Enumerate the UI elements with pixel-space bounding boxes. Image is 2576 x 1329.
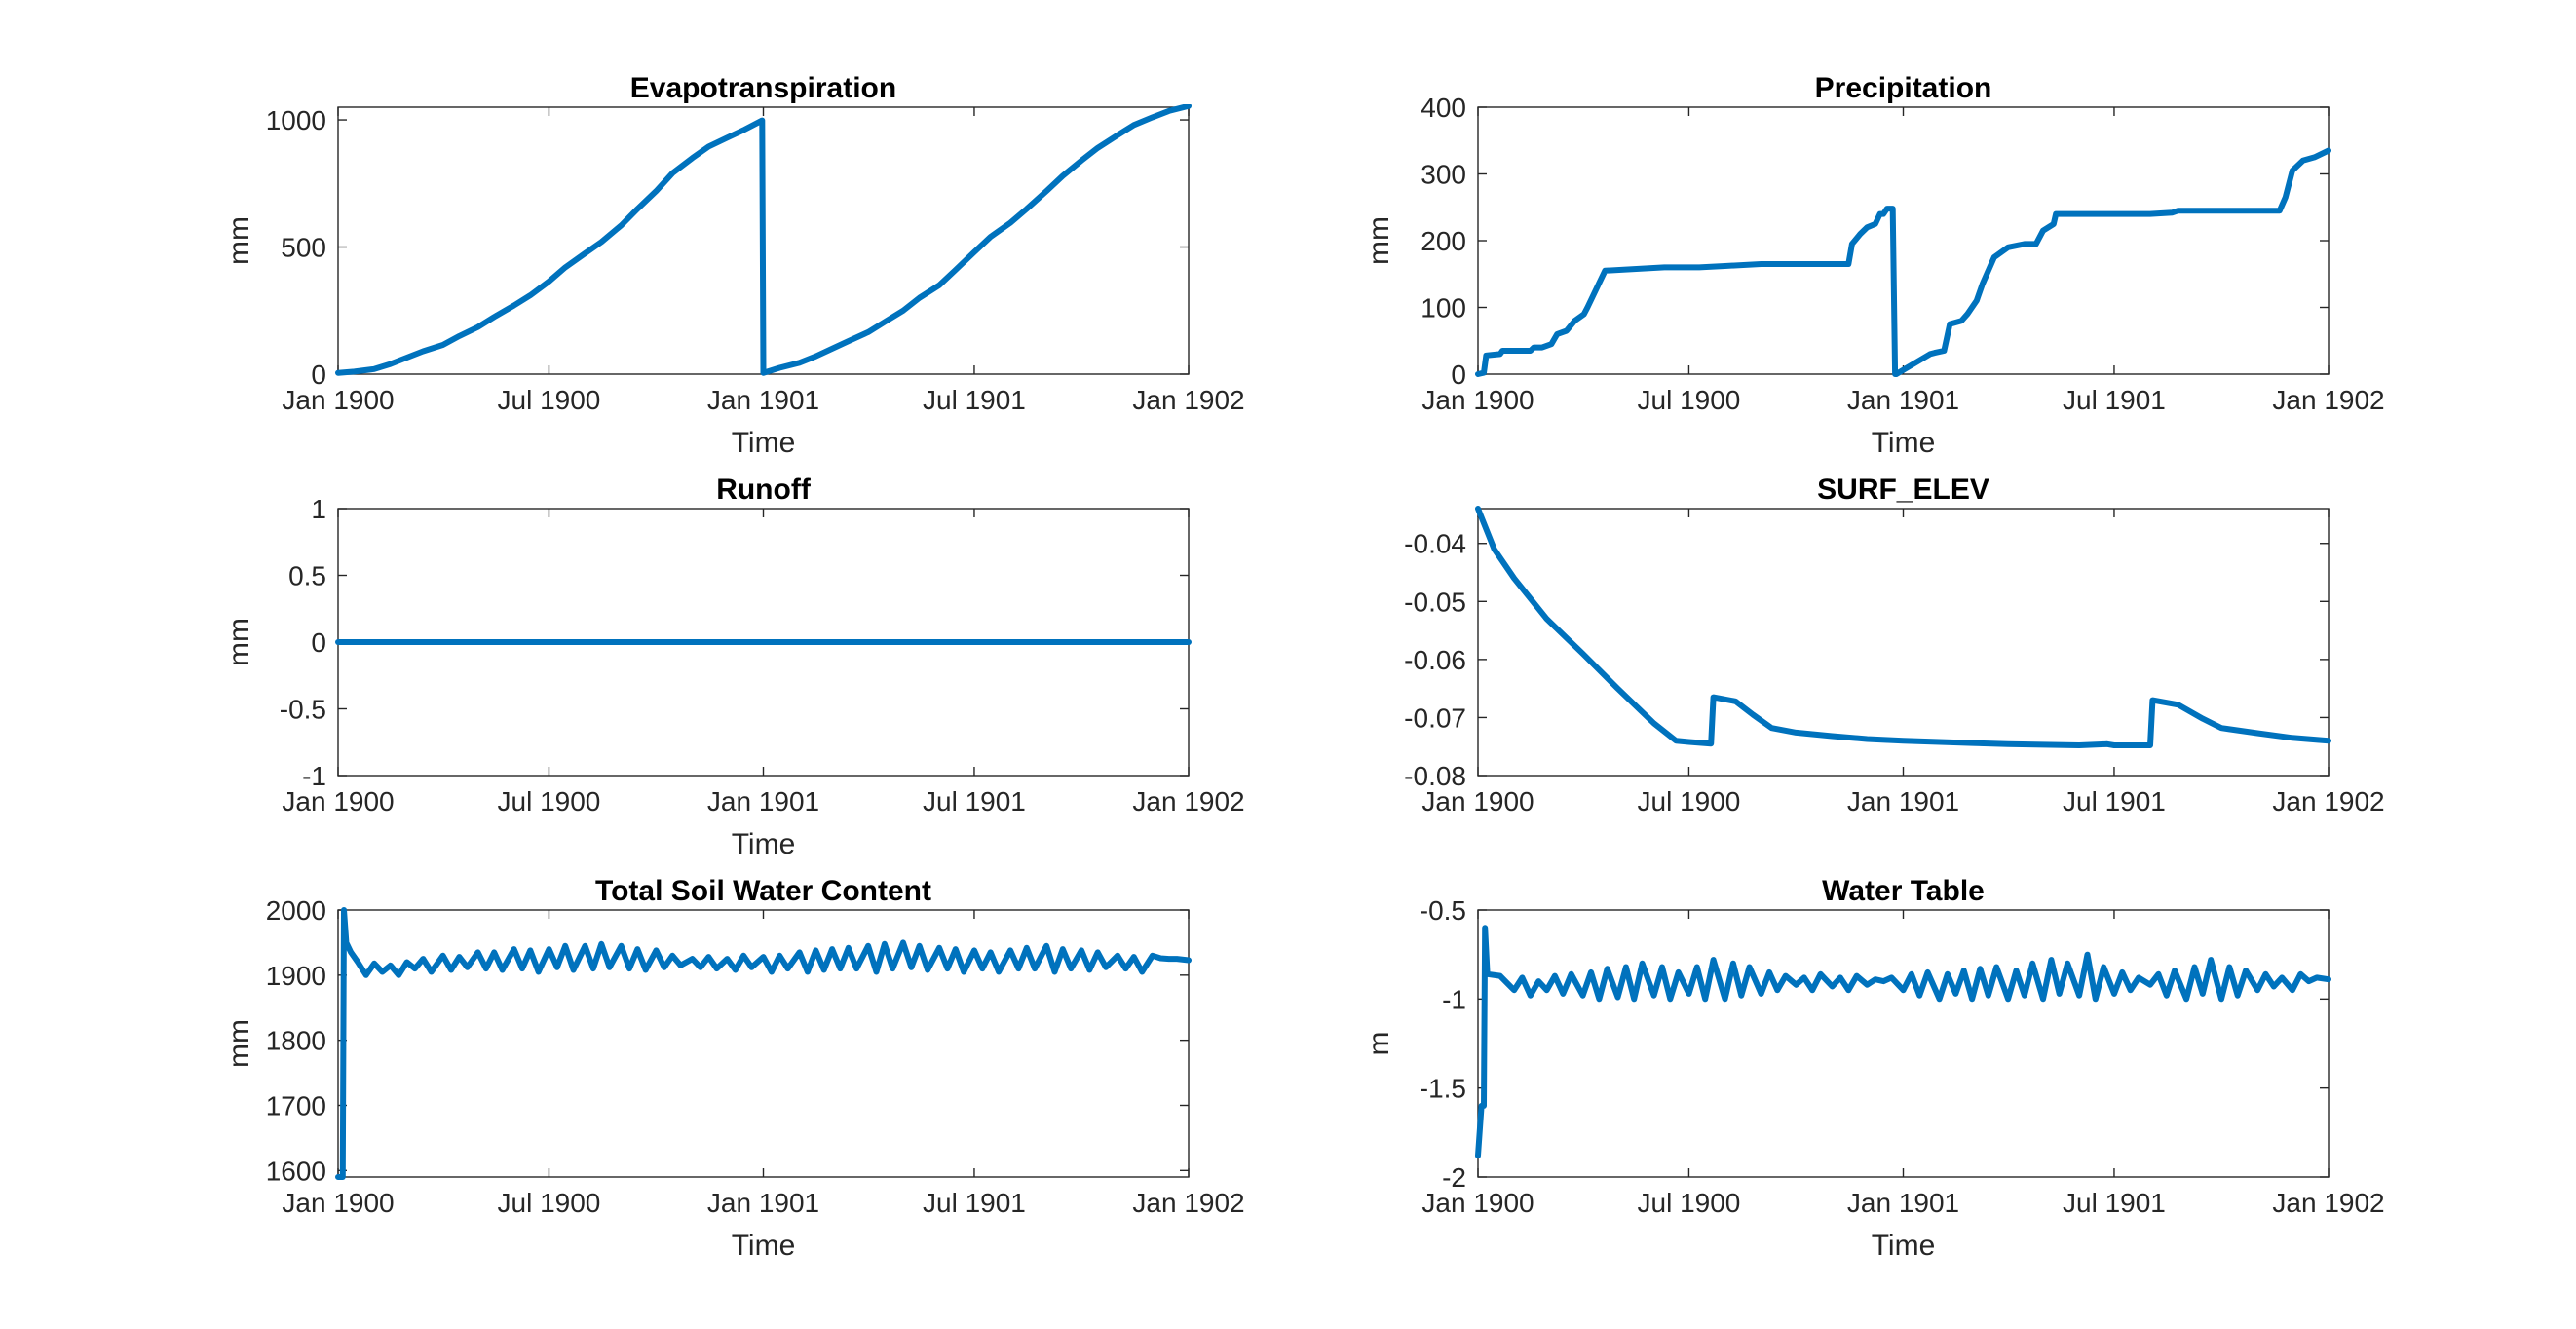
y-tick-label: 1000	[266, 105, 326, 135]
y-tick-label: 500	[281, 233, 326, 263]
x-tick-label: Jan 1900	[282, 786, 394, 816]
x-tick-label: Jan 1902	[1132, 786, 1244, 816]
plot-area	[1477, 106, 2330, 375]
y-axis-label: mm	[223, 618, 255, 666]
y-tick-label: 100	[1421, 293, 1466, 323]
x-tick-label: Jul 1900	[498, 1188, 601, 1218]
plot-area	[1477, 508, 2330, 777]
x-tick-label: Jan 1901	[707, 786, 819, 816]
chart-panel-1: Jan 1900 Jul 1900 Jan 1901 Jul 1901 Jan 1902…	[1363, 72, 2385, 459]
chart-panel-4: Jan 1900 Jul 1900 Jan 1901 Jul 1901 Jan 1902…	[223, 875, 1245, 1262]
series-line-0	[1475, 147, 2331, 377]
y-tick-label: 1	[311, 494, 326, 524]
x-tick-label: Jan 1900	[1421, 1188, 1534, 1218]
series-line-0	[1475, 925, 2331, 1159]
y-tick-label: -0.07	[1404, 702, 1466, 733]
y-tick-label: -1	[1442, 984, 1466, 1014]
x-tick-label: Jan 1902	[2272, 786, 2384, 816]
y-tick-label: 200	[1421, 226, 1466, 256]
x-tick-label: Jan 1902	[1132, 1188, 1244, 1218]
y-tick-label: 300	[1421, 160, 1466, 190]
y-axis-label: mm	[223, 1019, 255, 1068]
y-tick-label: -2	[1442, 1162, 1466, 1193]
x-tick-label: Jul 1901	[2063, 786, 2166, 816]
y-tick-label: -0.05	[1404, 587, 1466, 617]
y-tick-label: 1800	[266, 1026, 326, 1056]
x-tick-label: Jul 1901	[923, 1188, 1026, 1218]
y-tick-label: 1900	[266, 961, 326, 991]
chart-title: Total Soil Water Content	[595, 875, 931, 907]
series-line-0	[335, 907, 1192, 1180]
x-tick-label: Jan 1902	[2272, 1188, 2384, 1218]
x-tick-label: Jan 1901	[1847, 385, 1959, 415]
x-tick-label: Jan 1900	[282, 1188, 394, 1218]
series-line-0	[1475, 506, 2331, 748]
x-axis-label: Time	[732, 427, 796, 459]
chart-title: Water Table	[1822, 875, 1985, 907]
x-axis-label: Time	[1872, 427, 1936, 459]
y-tick-label: -0.04	[1404, 529, 1466, 559]
x-tick-label: Jan 1901	[707, 385, 819, 415]
y-tick-label: 2000	[266, 895, 326, 926]
x-tick-label: Jul 1900	[1638, 786, 1741, 816]
y-tick-label: 0	[1451, 360, 1466, 390]
x-tick-label: Jan 1900	[1421, 786, 1534, 816]
x-tick-label: Jan 1900	[1421, 385, 1534, 415]
x-tick-label: Jul 1901	[923, 385, 1026, 415]
chart-title: Runoff	[716, 474, 812, 506]
y-tick-label: -0.5	[1420, 895, 1466, 926]
x-tick-label: Jul 1900	[1638, 1188, 1741, 1218]
chart-panel-3: Jan 1900 Jul 1900 Jan 1901 Jul 1901 Jan 1902…	[1404, 474, 2384, 816]
y-axis-label: mm	[223, 216, 255, 265]
y-tick-label: -1.5	[1420, 1074, 1466, 1104]
x-axis-label: Time	[732, 1230, 796, 1262]
x-tick-label: Jul 1900	[498, 786, 601, 816]
plot-area	[1477, 909, 2330, 1178]
x-tick-label: Jan 1902	[1132, 385, 1244, 415]
y-tick-label: 400	[1421, 93, 1466, 123]
series-line-0	[335, 104, 1192, 376]
y-axis-label: m	[1363, 1032, 1395, 1056]
x-tick-label: Jul 1901	[923, 786, 1026, 816]
y-tick-label: 0	[311, 360, 326, 390]
x-axis-label: Time	[1872, 1230, 1936, 1262]
x-tick-label: Jul 1901	[2063, 385, 2166, 415]
y-tick-label: -0.08	[1404, 761, 1466, 791]
x-tick-label: Jan 1901	[707, 1188, 819, 1218]
y-tick-label: 1700	[266, 1090, 326, 1120]
x-tick-label: Jan 1901	[1847, 786, 1959, 816]
x-tick-label: Jan 1901	[1847, 1188, 1959, 1218]
y-tick-label: 0	[311, 627, 326, 658]
y-tick-label: 0.5	[288, 561, 326, 591]
x-tick-label: Jan 1902	[2272, 385, 2384, 415]
y-axis-label: mm	[1363, 216, 1395, 265]
x-axis-label: Time	[732, 828, 796, 860]
chart-panel-5: Jan 1900 Jul 1900 Jan 1901 Jul 1901 Jan 1902…	[1363, 875, 2385, 1262]
y-tick-label: -0.06	[1404, 645, 1466, 675]
chart-title: Evapotranspiration	[630, 72, 896, 104]
chart-panel-2: Jan 1900 Jul 1900 Jan 1901 Jul 1901 Jan 1902…	[223, 474, 1245, 860]
x-tick-label: Jul 1901	[2063, 1188, 2166, 1218]
y-tick-label: -1	[302, 761, 326, 791]
chart-panel-0: Jan 1900 Jul 1900 Jan 1901 Jul 1901 Jan 1902…	[223, 72, 1245, 459]
chart-title: SURF_ELEV	[1817, 474, 1989, 506]
y-tick-label: -0.5	[280, 695, 326, 725]
x-tick-label: Jul 1900	[1638, 385, 1741, 415]
x-tick-label: Jul 1900	[498, 385, 601, 415]
x-tick-label: Jan 1900	[282, 385, 394, 415]
chart-title: Precipitation	[1815, 72, 1992, 104]
y-tick-label: 1600	[266, 1156, 326, 1186]
